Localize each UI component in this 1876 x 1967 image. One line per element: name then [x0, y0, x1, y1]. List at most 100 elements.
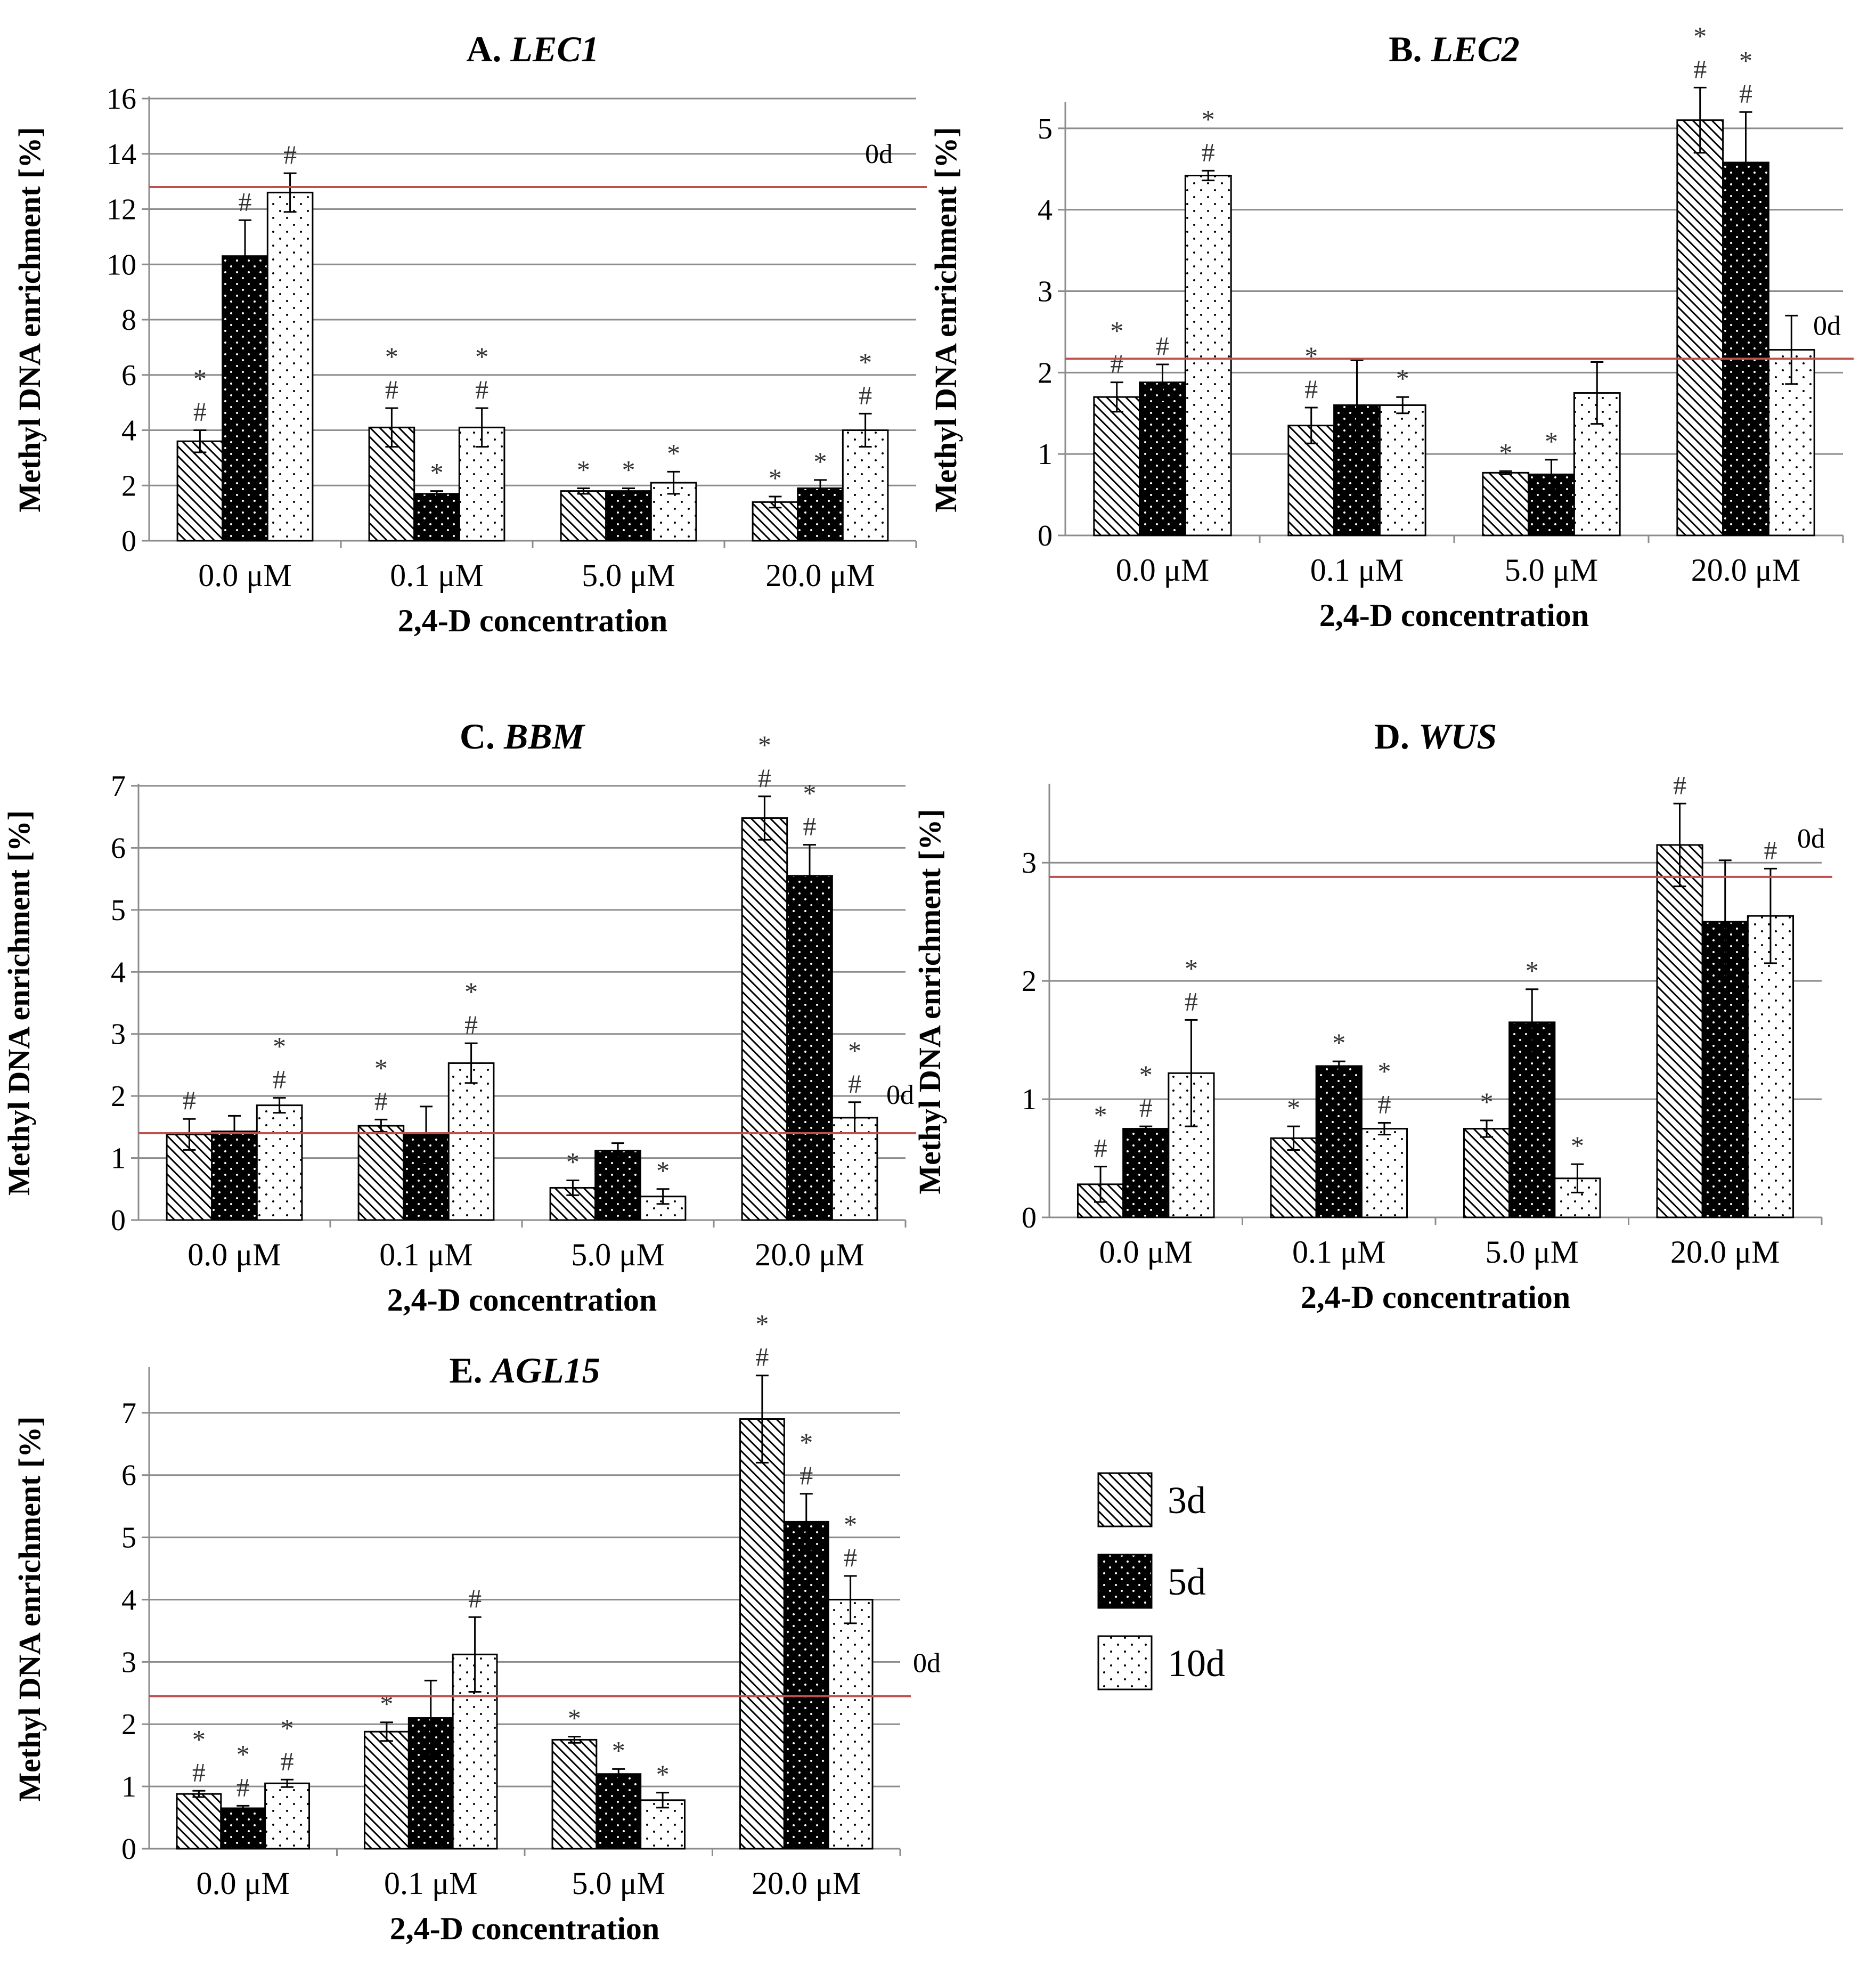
error-bar	[1350, 359, 1364, 451]
x-category-label: 0.1 μM	[379, 1237, 473, 1272]
significance-hash: #	[183, 1085, 196, 1115]
y-tick-label: 5	[1038, 112, 1053, 145]
bar-3d	[363, 1730, 410, 1850]
significance-hash: #	[1156, 331, 1169, 361]
y-tick-label: 10	[107, 248, 136, 281]
error-bar	[1094, 1166, 1107, 1203]
x-axis-label: 2,4-D concentration	[387, 1282, 657, 1318]
error-bar	[622, 487, 635, 495]
error-bar	[228, 1115, 241, 1148]
error-bar	[1156, 363, 1169, 401]
bar-10d	[1379, 404, 1426, 537]
error-bar	[1499, 470, 1512, 475]
significance-hash: #	[800, 1460, 813, 1490]
significance-hash: #	[1673, 770, 1686, 800]
significance-asterisk: *	[273, 1031, 286, 1061]
chart-title: A. LEC1	[466, 29, 599, 69]
y-tick-label: 4	[111, 956, 126, 989]
significance-hash: #	[193, 397, 207, 427]
y-axis-label: Methyl DNA enrichment [%]	[12, 127, 47, 512]
error-bar	[1590, 361, 1604, 425]
significance-asterisk: *	[814, 446, 827, 476]
significance-hash: #	[475, 375, 488, 404]
y-axis-label: Methyl DNA enrichment [%]	[912, 809, 947, 1194]
significance-hash: #	[758, 763, 771, 793]
reference-label-0d: 0d	[1813, 311, 1841, 341]
bar-10d	[1747, 915, 1795, 1218]
significance-asterisk: *	[1693, 21, 1707, 51]
significance-hash: #	[1764, 835, 1777, 865]
error-bar	[424, 1679, 437, 1757]
error-bar	[1673, 802, 1686, 888]
bar-3d	[739, 1418, 785, 1850]
bar-10d	[1360, 1128, 1408, 1218]
significance-hash: #	[468, 1583, 482, 1613]
bar-5d	[220, 1807, 266, 1850]
y-axis-label: Methyl DNA enrichment [%]	[12, 1416, 47, 1801]
significance-asterisk: *	[656, 1759, 670, 1789]
significance-asterisk: *	[281, 1713, 294, 1743]
error-bar	[1764, 867, 1777, 964]
significance-asterisk: *	[1202, 104, 1215, 134]
error-bar	[859, 412, 872, 448]
significance-asterisk: *	[769, 463, 782, 493]
error-bar	[1110, 381, 1123, 413]
x-category-label: 0.0 μM	[196, 1866, 290, 1901]
error-bar	[1545, 459, 1558, 490]
bar-5d	[605, 490, 652, 542]
bar-5d	[1139, 381, 1186, 537]
y-tick-label: 3	[1022, 847, 1037, 880]
error-bar	[667, 470, 680, 495]
bar-10d	[1184, 174, 1232, 537]
significance-asterisk: *	[1139, 1060, 1153, 1090]
legend-swatch-3d	[1097, 1472, 1153, 1527]
bar-3d	[560, 490, 607, 542]
reference-label-0d: 0d	[1797, 824, 1825, 854]
significance-asterisk: *	[1480, 1087, 1494, 1117]
significance-asterisk: *	[848, 1036, 861, 1066]
significance-hash: #	[192, 1757, 206, 1787]
error-bar	[385, 407, 398, 448]
x-category-label: 0.1 μM	[1292, 1234, 1386, 1270]
significance-asterisk: *	[656, 1156, 670, 1185]
bar-10d	[827, 1598, 874, 1850]
y-tick-label: 1	[1038, 438, 1053, 471]
error-bar	[193, 429, 207, 453]
significance-asterisk: *	[800, 1427, 813, 1457]
error-bar	[374, 1118, 388, 1133]
error-bar	[755, 1375, 769, 1464]
significance-asterisk: *	[193, 364, 207, 394]
error-bar	[656, 1792, 670, 1809]
significance-asterisk: *	[1571, 1131, 1584, 1160]
y-tick-label: 0	[121, 1833, 136, 1866]
error-bar	[236, 1805, 250, 1812]
bar-10d	[458, 426, 505, 542]
significance-asterisk: *	[1526, 956, 1539, 986]
error-bar	[1396, 396, 1409, 414]
y-tick-label: 1	[1022, 1083, 1037, 1116]
error-bar	[566, 1179, 580, 1196]
error-bar	[1332, 1060, 1345, 1072]
error-bar	[380, 1721, 393, 1742]
y-tick-label: 7	[111, 770, 126, 803]
significance-asterisk: *	[385, 342, 398, 371]
significance-hash: #	[1304, 374, 1318, 404]
significance-asterisk: *	[1304, 341, 1318, 371]
error-bar	[1718, 859, 1732, 985]
significance-hash: #	[755, 1342, 769, 1372]
bar-3d	[1676, 119, 1724, 537]
bar-3d	[752, 501, 799, 542]
legend-label-10d: 10d	[1168, 1642, 1225, 1685]
y-tick-label: 0	[1022, 1201, 1037, 1234]
y-axis-label: Methyl DNA enrichment [%]	[2, 810, 36, 1196]
significance-asterisk: *	[1332, 1028, 1345, 1058]
bar-3d	[176, 1793, 222, 1850]
chart-title: B. LEC2	[1389, 29, 1520, 69]
bar-10d	[447, 1062, 495, 1221]
error-bar	[1139, 1125, 1153, 1132]
significance-hash: #	[374, 1086, 388, 1116]
y-tick-label: 5	[121, 1522, 136, 1555]
bar-3d	[357, 1125, 405, 1221]
